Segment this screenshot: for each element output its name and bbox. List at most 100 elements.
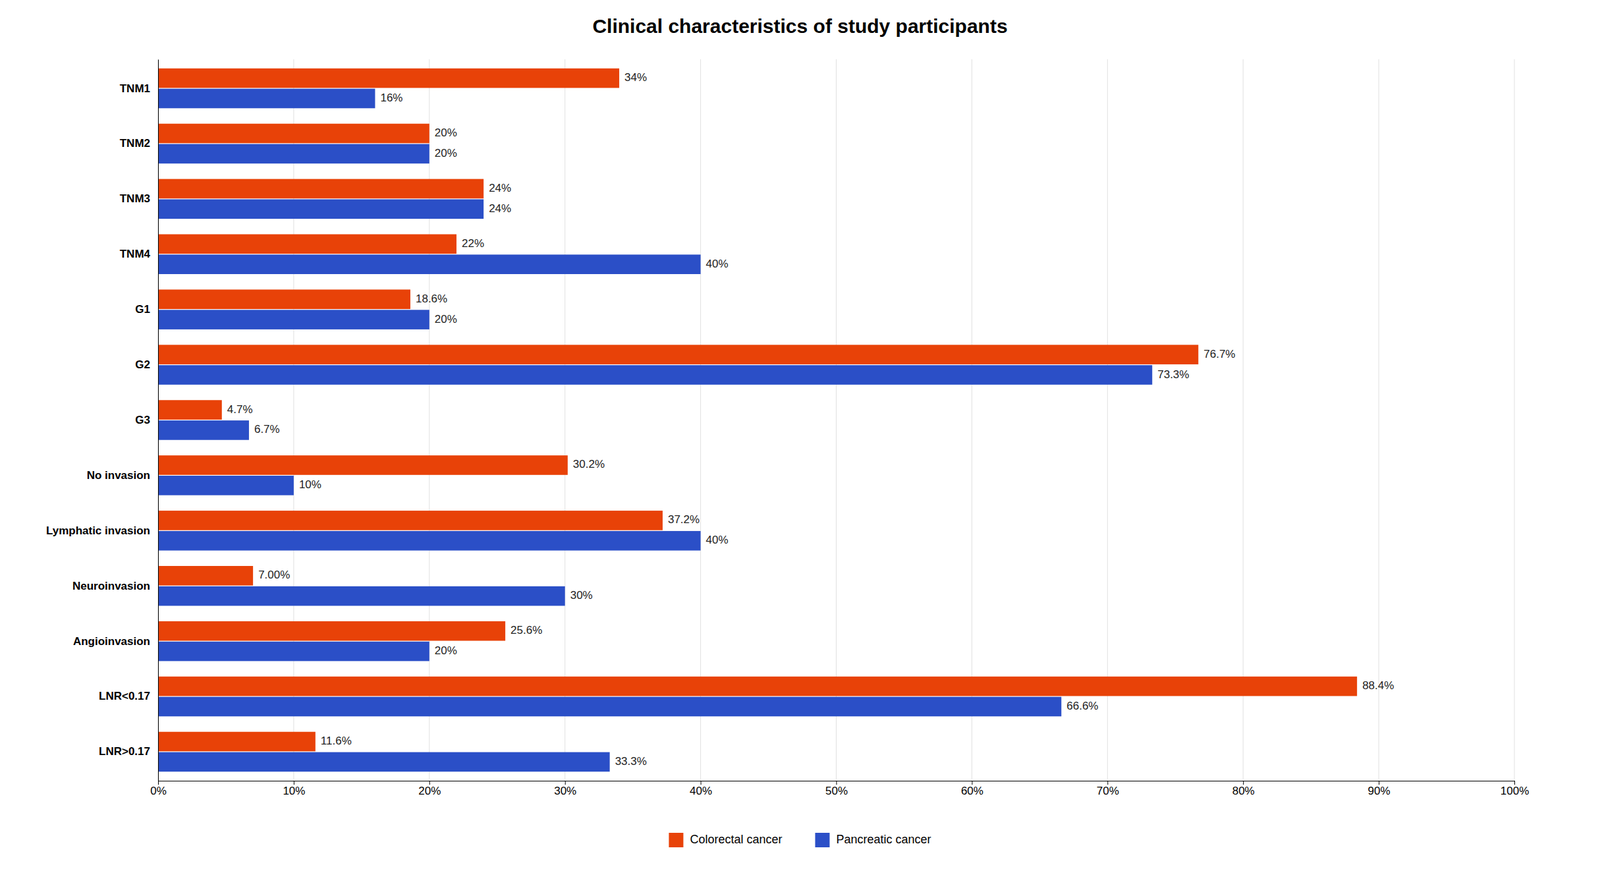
x-tick-label: 10% xyxy=(282,784,305,798)
x-tick: 50% xyxy=(825,780,848,798)
data-label: 88.4% xyxy=(1362,679,1394,692)
bar xyxy=(158,68,620,89)
bar xyxy=(158,420,249,441)
x-axis: 0% 10% 20% 30% 40% 50% 60% 70% 80% 90% 100% xyxy=(150,780,1529,798)
bar xyxy=(158,641,430,662)
y-tick-label: TNM3 xyxy=(119,192,151,205)
data-label: 10% xyxy=(299,478,322,491)
bar xyxy=(158,234,457,255)
x-tick-label: 20% xyxy=(418,784,441,798)
bar xyxy=(158,344,1199,365)
bar xyxy=(158,455,568,475)
x-tick-label: 60% xyxy=(961,784,984,798)
bar xyxy=(158,565,253,586)
data-label: 37.2% xyxy=(667,513,700,526)
data-label: 73.3% xyxy=(1157,368,1189,381)
y-tick-label: TNM4 xyxy=(119,247,151,261)
y-tick: LNR<0.17 xyxy=(98,689,159,703)
grid-line xyxy=(158,59,159,781)
grid-line xyxy=(1107,59,1108,781)
legend-item: Colorectal cancer xyxy=(668,832,782,848)
y-tick: TNM3 xyxy=(119,192,159,205)
x-tick: 70% xyxy=(1096,780,1120,798)
bar xyxy=(158,731,316,752)
data-label: 16% xyxy=(380,91,403,105)
bars xyxy=(158,68,1357,772)
y-tick-label: No invasion xyxy=(86,468,151,482)
y-tick: G3 xyxy=(135,413,159,427)
x-tick-label: 100% xyxy=(1500,784,1529,798)
y-tick: Neuroinvasion xyxy=(72,579,159,593)
y-tick: TNM2 xyxy=(119,137,159,150)
plot: 34%20%24%22%18.6%76.7%4.7%30.2%37.2%7.00… xyxy=(46,59,1529,798)
data-label: 20% xyxy=(434,644,458,657)
data-label: 40% xyxy=(706,533,729,547)
grid-line xyxy=(835,59,837,781)
bar xyxy=(158,621,506,641)
grid-line xyxy=(1378,59,1380,781)
bar xyxy=(158,144,430,165)
data-label: 24% xyxy=(488,202,512,215)
legend-swatch xyxy=(668,832,684,848)
data-label: 40% xyxy=(706,257,729,271)
data-label: 30.2% xyxy=(573,457,605,471)
y-tick-label: G2 xyxy=(135,358,151,371)
y-tick: G1 xyxy=(135,303,159,316)
y-tick: No invasion xyxy=(86,468,159,482)
data-label: 66.6% xyxy=(1066,699,1099,713)
grid-line xyxy=(428,59,430,781)
bar xyxy=(158,752,610,773)
data-label: 33.3% xyxy=(615,754,647,768)
y-tick-label: Lymphatic invasion xyxy=(46,524,151,537)
y-tick-label: Angioinvasion xyxy=(73,634,151,648)
legend-item: Pancreatic cancer xyxy=(814,832,931,848)
data-label: 24% xyxy=(488,181,512,195)
y-tick-label: LNR>0.17 xyxy=(98,744,151,758)
data-label: 25.6% xyxy=(510,623,543,637)
y-tick: Angioinvasion xyxy=(73,634,159,648)
data-label: 76.7% xyxy=(1203,347,1236,361)
data-label: 4.7% xyxy=(227,403,253,416)
y-tick: TNM1 xyxy=(119,81,159,95)
data-label: 34% xyxy=(624,71,647,84)
bar xyxy=(158,399,222,420)
x-tick-label: 90% xyxy=(1368,784,1391,798)
chart: Clinical characteristics of study partic… xyxy=(0,0,1600,873)
x-tick-label: 80% xyxy=(1232,784,1255,798)
y-tick-label: G1 xyxy=(135,303,151,316)
x-tick-label: 30% xyxy=(553,784,577,798)
legend-label: Pancreatic cancer xyxy=(835,832,931,846)
y-tick: G2 xyxy=(135,358,159,371)
x-tick: 40% xyxy=(689,780,713,798)
x-tick: 0% xyxy=(150,780,167,798)
x-tick: 10% xyxy=(282,780,305,798)
x-tick: 30% xyxy=(553,780,577,798)
data-label: 30% xyxy=(570,588,593,602)
bar xyxy=(158,530,701,551)
y-tick: LNR>0.17 xyxy=(98,744,159,758)
x-tick: 20% xyxy=(418,780,441,798)
x-tick: 100% xyxy=(1500,780,1529,798)
bar xyxy=(158,475,294,496)
bar xyxy=(158,289,411,309)
bar xyxy=(158,198,484,219)
data-label: 20% xyxy=(434,312,458,326)
grid-line xyxy=(971,59,973,781)
y-tick-label: LNR<0.17 xyxy=(98,689,151,703)
bar xyxy=(158,510,663,531)
bar xyxy=(158,696,1062,717)
data-label: 18.6% xyxy=(415,292,448,305)
y-tick-label: G3 xyxy=(135,413,151,427)
x-tick: 80% xyxy=(1232,780,1255,798)
x-tick-label: 40% xyxy=(689,784,713,798)
title: Clinical characteristics of study partic… xyxy=(592,15,1008,37)
y-tick-label: TNM1 xyxy=(119,81,151,95)
bar xyxy=(158,676,1357,697)
y-axis: TNM1 TNM2 TNM3 TNM4 G1 G2 G3 No invasion Lymphat… xyxy=(46,59,159,782)
data-label: 7.00% xyxy=(258,568,290,581)
y-axis-line xyxy=(158,59,159,782)
bar xyxy=(158,123,430,144)
grid-line xyxy=(1514,59,1516,781)
data-label: 6.7% xyxy=(254,422,280,436)
grid-line xyxy=(564,59,566,781)
